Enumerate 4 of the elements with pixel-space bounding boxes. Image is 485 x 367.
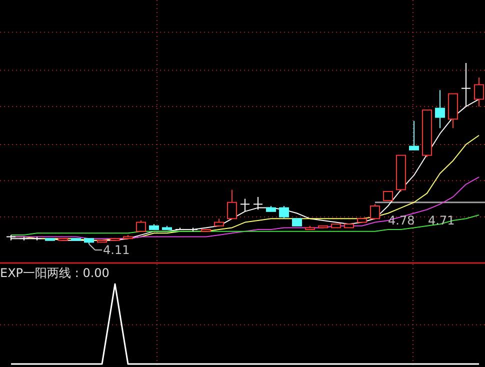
annotation: 4.71 [428,213,455,228]
annotation: 4.11 [103,243,130,257]
annotation: 4.78 [388,213,415,228]
chart-title: EXP一阳两线 : 0.00 [0,266,110,280]
